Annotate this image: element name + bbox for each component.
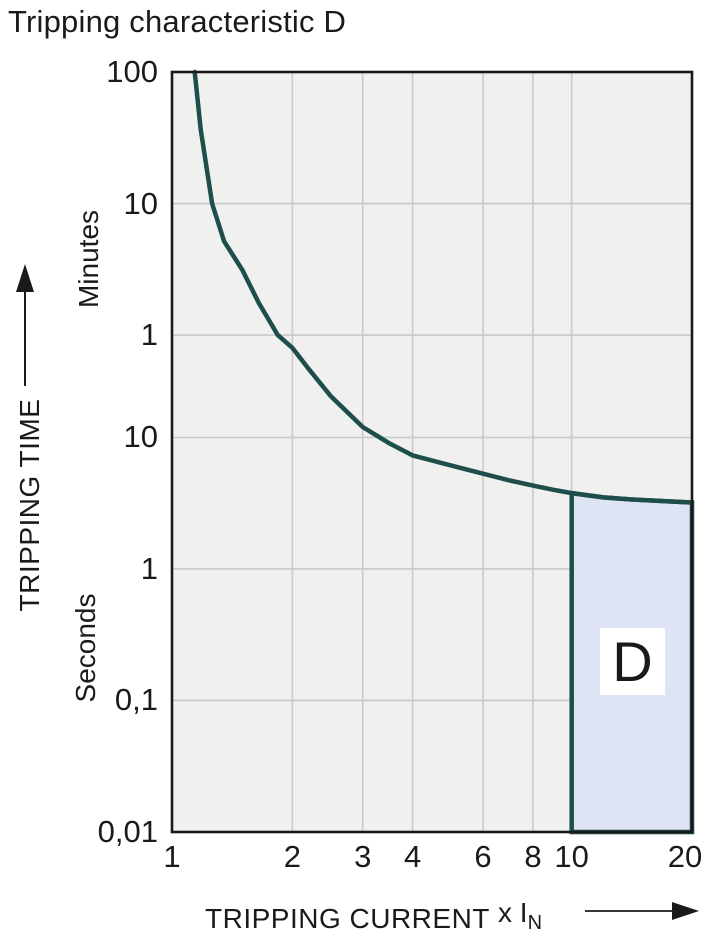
y-tick-label: 1 bbox=[140, 317, 158, 353]
x-axis-title: TRIPPING CURRENT bbox=[205, 903, 490, 934]
y-unit-minutes-label: Minutes bbox=[73, 209, 104, 309]
y-tick-label: 1 bbox=[140, 550, 158, 586]
y-tick-label: 0,01 bbox=[97, 814, 158, 849]
chart-title: Tripping characteristic D bbox=[8, 4, 347, 39]
x-tick-label: 4 bbox=[404, 839, 422, 874]
y-axis-arrow-icon bbox=[16, 264, 34, 292]
x-tick-label: 6 bbox=[474, 839, 492, 874]
x-axis-arrow-icon bbox=[672, 902, 699, 920]
x-axis-unit-subscript: N bbox=[527, 912, 543, 934]
x-tick-label: 10 bbox=[554, 839, 589, 874]
y-tick-label: 10 bbox=[123, 419, 158, 455]
x-tick-label: 1 bbox=[163, 839, 181, 874]
y-tick-label: 10 bbox=[123, 185, 158, 221]
y-tick-label: 0,1 bbox=[114, 682, 158, 718]
x-axis-unit-label: x IN bbox=[498, 897, 542, 935]
x-tick-label: 8 bbox=[524, 839, 542, 874]
x-tick-label: 3 bbox=[354, 839, 372, 874]
x-tick-label: 20 bbox=[667, 839, 703, 874]
region-label-d: D bbox=[600, 628, 665, 695]
x-tick-label: 2 bbox=[283, 839, 301, 874]
plot-border bbox=[170, 70, 694, 834]
x-axis-unit-prefix: x I bbox=[498, 897, 528, 928]
tripping-curve bbox=[192, 69, 695, 505]
y-tick-label: 100 bbox=[106, 54, 158, 89]
